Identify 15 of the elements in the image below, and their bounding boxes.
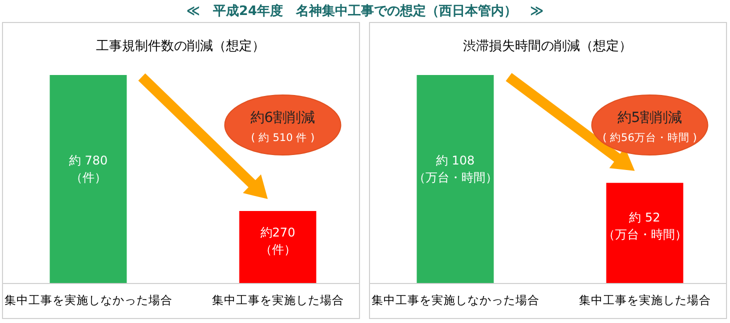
annotation: 約6割削減 — [250, 110, 316, 126]
annotation: 約5割削減 — [617, 110, 682, 126]
x-tick-label: 集中工事を実施した場合 — [578, 293, 711, 307]
x-tick-label: 集中工事を実施しなかった場合 — [4, 293, 172, 307]
text: ≪ 平成24年度 名神集中工事での想定（西日本管内） ≫ — [186, 3, 544, 19]
chart-title: 渋滞損失時間の削減（想定） — [463, 39, 632, 54]
annotation: ( 約 510 件 ) — [250, 132, 315, 144]
x-tick-label: 集中工事を実施しなかった場合 — [371, 293, 540, 307]
chart-title: 工事規制件数の削減（想定） — [96, 39, 265, 54]
data-label: 約 52 （万台・時間） — [602, 210, 687, 242]
annotation: ( 約56万台・時間 ) — [602, 131, 697, 144]
x-tick-label: 集中工事を実施した場合 — [212, 293, 344, 307]
data-label: 約 780 （件） — [68, 153, 108, 184]
data-label: 約 108 （万台・時間） — [413, 153, 498, 184]
data-label: 約270 （件） — [260, 225, 296, 256]
